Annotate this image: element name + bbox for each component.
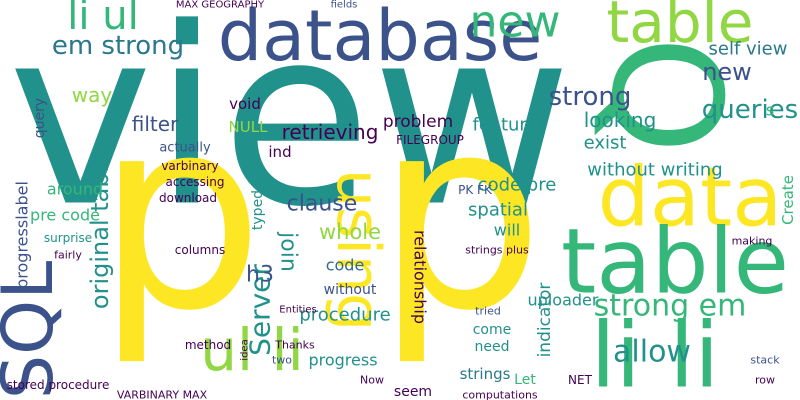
word: new <box>470 0 561 48</box>
word: void <box>229 95 261 113</box>
word: exist <box>584 133 627 154</box>
word: making <box>732 235 773 248</box>
word: pre code <box>30 206 100 225</box>
word: fields <box>331 0 358 11</box>
word: li li <box>591 304 720 400</box>
word: fairly <box>54 249 82 262</box>
word: Server <box>244 264 277 356</box>
word: progress <box>308 351 377 370</box>
word: new <box>702 58 752 86</box>
word: Create <box>779 175 797 225</box>
word: uploader <box>528 291 599 310</box>
word: procedure <box>299 305 390 326</box>
word: strings <box>460 365 511 383</box>
word: retrieving <box>282 120 379 144</box>
word: queries <box>702 95 798 125</box>
word: FILEGROUP <box>396 133 464 147</box>
word: ul li <box>200 316 304 384</box>
word: stored procedure <box>7 378 110 392</box>
word: p <box>376 61 544 369</box>
word: code pre <box>478 175 557 196</box>
word: accessing <box>166 175 225 189</box>
word: Q <box>578 36 752 154</box>
word: way <box>72 83 113 107</box>
word: around <box>47 180 103 199</box>
word: using <box>323 169 393 331</box>
word: varbinary <box>161 159 218 173</box>
word: filter <box>132 112 179 136</box>
word: SQL <box>0 261 69 400</box>
word: columns <box>175 243 225 257</box>
word: two <box>272 354 292 367</box>
word: h3 <box>246 263 274 288</box>
word: row <box>755 374 775 387</box>
word: problem <box>383 112 453 132</box>
word: tried <box>475 305 501 318</box>
word: em strong <box>52 31 184 61</box>
word: relationship <box>411 230 430 324</box>
word: p <box>96 61 264 369</box>
word: data <box>598 151 783 246</box>
word: view <box>8 0 572 261</box>
word: feature <box>473 115 538 136</box>
word: clause <box>287 192 358 217</box>
word: computations <box>462 389 538 400</box>
word: strong <box>549 82 632 112</box>
word: strong em <box>594 289 747 324</box>
word: whole <box>319 220 381 244</box>
word: MAX GEOGRAPHY <box>176 0 265 11</box>
word: database <box>218 0 543 77</box>
word: spatial <box>468 200 528 221</box>
word: allow <box>613 335 691 370</box>
word: without <box>324 282 377 298</box>
word: VARBINARY MAX <box>117 389 208 400</box>
word: li ul <box>67 0 138 39</box>
word: download <box>159 191 217 205</box>
word: table <box>607 0 754 56</box>
word: NET <box>568 373 593 387</box>
word: query <box>32 98 48 138</box>
word: surprise <box>44 231 92 245</box>
word: table <box>561 210 789 315</box>
word: stack <box>750 354 780 367</box>
word: Thanks <box>274 339 315 352</box>
word: progresslabel <box>13 181 32 289</box>
word: join <box>276 231 301 272</box>
word: Let <box>514 372 536 388</box>
word: original table <box>86 151 114 309</box>
word: indicator <box>535 283 555 358</box>
word: without writing <box>587 160 722 181</box>
word: need <box>475 339 510 355</box>
word: PK FK <box>458 183 493 197</box>
word: self view <box>709 39 788 60</box>
word: ind <box>268 143 291 161</box>
word: Entities <box>279 305 316 316</box>
word: actually <box>159 141 211 156</box>
word: code <box>326 256 365 275</box>
word: will <box>494 221 520 240</box>
word: typed <box>250 190 266 230</box>
word: Now <box>360 374 384 387</box>
word: method <box>185 338 231 352</box>
word: NULL <box>229 118 269 136</box>
word: strings plus <box>465 244 529 257</box>
word: looking <box>584 108 657 132</box>
word: s <box>766 101 774 120</box>
word: idea <box>240 339 251 360</box>
word: seem <box>394 384 432 400</box>
word: come <box>473 322 512 338</box>
